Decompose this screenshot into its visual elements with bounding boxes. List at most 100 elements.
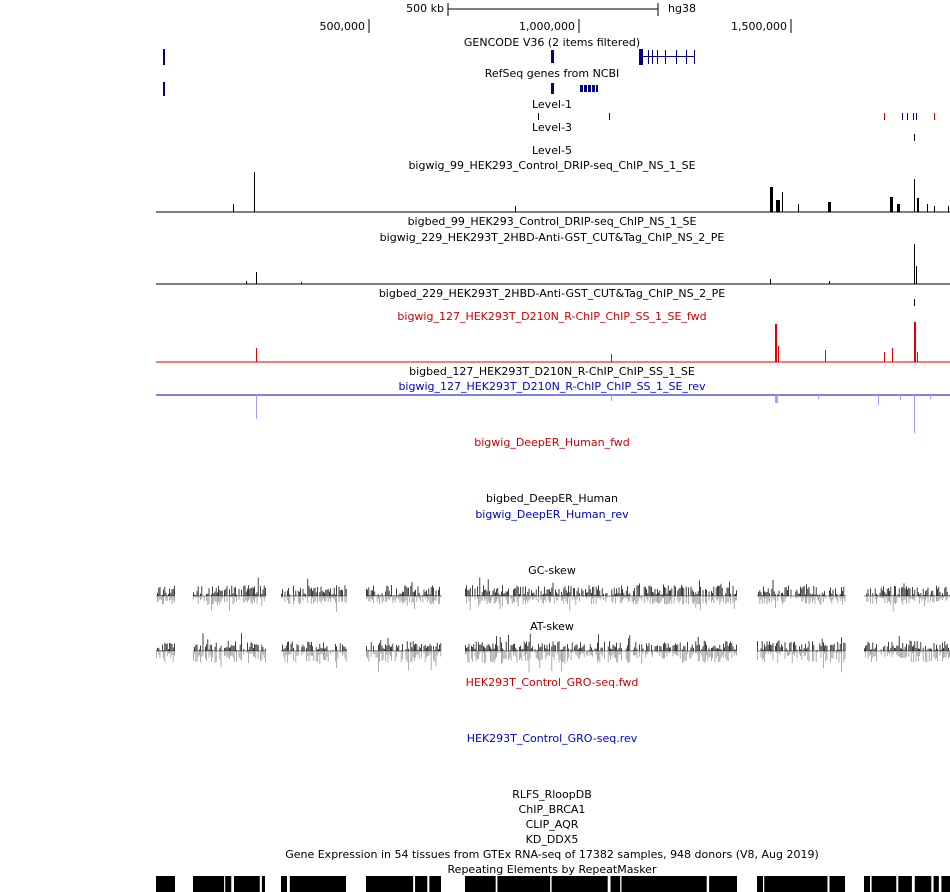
skew-bar <box>297 645 299 651</box>
track-label: bigwig_229_HEK293T_2HBD-Anti-GST_CUT&Tag… <box>380 231 725 244</box>
skew-bar <box>241 589 242 596</box>
skew-bar <box>940 649 942 651</box>
track-label: CLIP_AQR <box>526 818 579 831</box>
skew-bar <box>226 651 228 657</box>
skew-bar <box>673 645 675 651</box>
skew-bar <box>320 596 322 604</box>
skew-bar <box>609 651 610 656</box>
skew-bar <box>311 641 312 651</box>
skew-bar <box>282 644 283 651</box>
skew-bar <box>733 594 735 596</box>
skew-bar <box>338 586 340 596</box>
skew-bar <box>510 651 512 661</box>
skew-bar <box>378 596 379 599</box>
skew-bar <box>493 588 495 596</box>
skew-bar <box>874 588 876 596</box>
skew-bar <box>576 596 578 600</box>
skew-bar <box>551 596 553 597</box>
skew-bar <box>819 594 821 596</box>
skew-bar <box>522 586 524 596</box>
skew-bar <box>496 651 497 658</box>
skew-bar <box>837 596 839 603</box>
skew-bar <box>247 642 248 651</box>
skew-bar <box>473 651 475 652</box>
skew-bar <box>220 645 222 651</box>
signal <box>914 244 915 284</box>
skew-bar <box>422 596 424 603</box>
skew-bar <box>522 596 524 605</box>
skew-bar <box>841 651 842 673</box>
skew-bar <box>438 649 439 651</box>
track-label: bigwig_DeepER_Human_fwd <box>474 436 629 449</box>
skew-bar <box>339 596 341 598</box>
skew-bar <box>782 596 783 605</box>
skew-bar <box>468 590 470 596</box>
exon-gap <box>587 84 588 93</box>
skew-bar <box>520 651 521 658</box>
skew-bar <box>163 651 164 659</box>
skew-bar <box>623 592 625 596</box>
skew-bar <box>800 596 801 598</box>
skew-bar <box>666 651 668 657</box>
skew-bar <box>195 595 197 596</box>
skew-bar <box>412 641 414 651</box>
signal <box>256 348 257 362</box>
skew-bar <box>514 596 515 603</box>
skew-bar <box>214 591 216 596</box>
exon <box>676 50 677 64</box>
skew-bar <box>922 596 924 599</box>
skew-bar <box>574 588 575 596</box>
skew-bar <box>408 587 409 596</box>
skew-bar <box>300 588 301 596</box>
skew-bar <box>515 596 517 597</box>
skew-bar <box>164 586 166 596</box>
skew-bar <box>284 591 286 596</box>
skew-bar <box>561 649 562 651</box>
skew-bar <box>616 596 617 597</box>
skew-bar <box>785 651 787 653</box>
skew-bar <box>889 650 890 651</box>
skew-bar <box>502 651 503 663</box>
skew-bar <box>260 596 261 598</box>
skew-bar <box>312 651 313 656</box>
skew-bar <box>571 642 573 651</box>
skew-bar <box>422 595 424 596</box>
skew-bar <box>567 592 568 596</box>
skew-bar <box>558 596 560 598</box>
skew-bar <box>675 643 676 651</box>
skew-bar <box>611 649 613 651</box>
skew-bar <box>206 596 207 601</box>
skew-bar <box>418 592 420 596</box>
skew-bar <box>588 596 590 597</box>
skew-bar <box>831 651 833 659</box>
skew-bar <box>589 651 591 656</box>
skew-bar <box>814 596 816 605</box>
skew-bar <box>684 646 686 651</box>
skew-bar <box>894 651 895 652</box>
signal <box>828 202 831 212</box>
skew-bar <box>939 592 941 596</box>
skew-bar <box>940 596 942 599</box>
skew-bar <box>435 646 437 651</box>
skew-bar <box>388 590 390 596</box>
skew-bar <box>556 596 557 602</box>
skew-bar <box>380 651 382 654</box>
skew-bar <box>667 651 669 653</box>
skew-bar <box>171 651 173 655</box>
skew-bar <box>231 651 233 657</box>
skew-bar <box>730 651 731 652</box>
skew-bar <box>214 651 216 663</box>
skew-bar <box>552 596 554 598</box>
skew-bar <box>568 596 569 598</box>
skew-bar <box>415 596 416 598</box>
skew-bar <box>570 651 572 661</box>
skew-bar <box>289 596 291 605</box>
skew-bar <box>871 649 872 651</box>
skew-bar <box>227 640 229 651</box>
skew-bar <box>908 596 910 603</box>
skew-bar <box>309 588 311 596</box>
skew-bar <box>336 646 337 651</box>
skew-bar <box>326 589 328 596</box>
skew-bar <box>920 596 922 599</box>
skew-bar <box>582 646 584 651</box>
